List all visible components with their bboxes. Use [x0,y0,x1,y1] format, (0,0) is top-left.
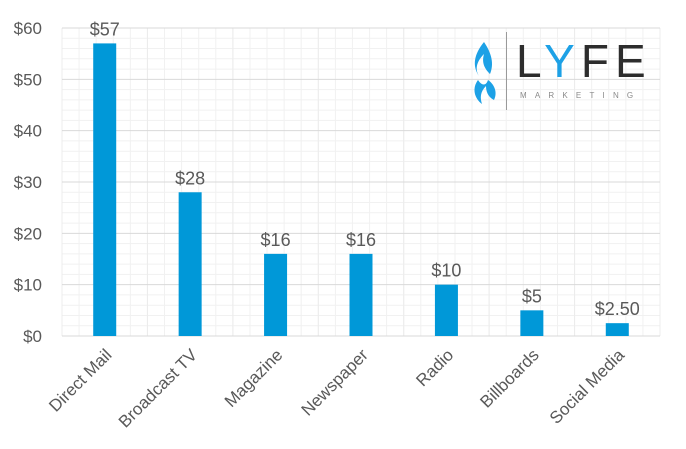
y-tick-label: $50 [14,70,42,89]
bar [349,253,373,336]
data-label: $16 [261,230,291,250]
data-label: $2.50 [595,299,640,319]
category-label: Social Media [546,345,629,428]
logo-word-y: Y [544,35,581,87]
category-label: Radio [412,345,457,390]
bar [605,323,629,336]
data-labels: $57 $28 $16 $16 $10 $5 $2.50 [90,19,640,319]
category-labels: Direct Mail Broadcast TV Magazine Newspaper… [45,345,628,432]
y-tick-label: $20 [14,224,42,243]
y-axis-ticks: $0 $10 $20 $30 $40 $50 $60 [14,19,42,346]
category-label: Magazine [221,345,287,411]
logo-word-l: L [516,35,545,87]
data-label: $10 [431,261,461,281]
flame-icon [474,42,496,104]
y-tick-label: $60 [14,19,42,38]
logo-wordmark: LYFE [516,38,652,84]
bar [93,43,117,337]
y-tick-label: $0 [23,327,42,346]
data-label: $16 [346,230,376,250]
bar [178,192,202,336]
logo-divider [506,32,507,110]
category-label: Direct Mail [45,345,115,415]
lyfe-marketing-logo: LYFE MARKETING [470,32,646,118]
data-label: $57 [90,19,120,39]
y-tick-label: $30 [14,173,42,192]
y-tick-label: $40 [14,122,42,141]
y-tick-label: $10 [14,276,42,295]
bar [434,284,458,336]
bar [520,310,544,336]
category-label: Broadcast TV [115,345,202,432]
category-label: Newspaper [298,345,372,419]
category-label: Billboards [476,345,542,411]
logo-word-fe: FE [580,35,652,87]
bars [93,43,629,337]
bar [264,253,288,336]
data-label: $5 [522,286,542,306]
data-label: $28 [175,168,205,188]
logo-subtitle: MARKETING [520,91,642,100]
